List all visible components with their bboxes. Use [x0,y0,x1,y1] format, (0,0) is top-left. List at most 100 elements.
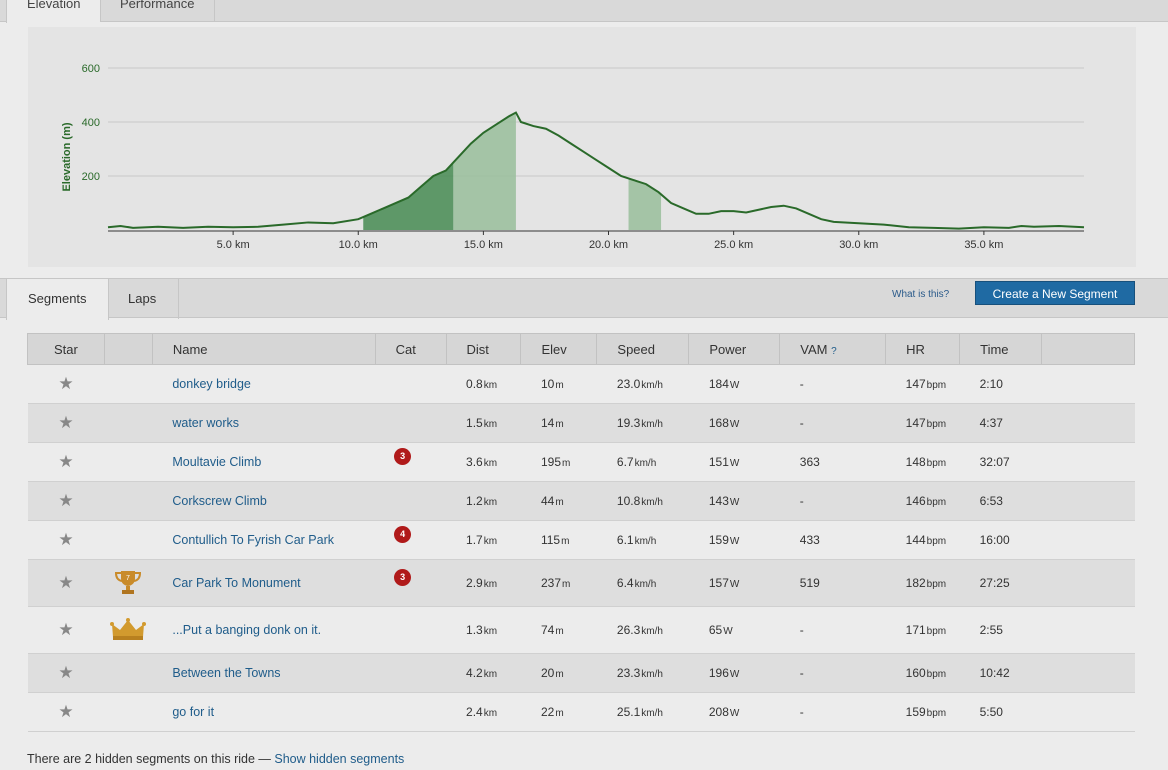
col-time[interactable]: Time [959,333,1043,365]
what-is-this-link[interactable]: What is this? [892,289,950,300]
col-speed[interactable]: Speed [596,333,690,365]
elev-value: 115 [540,533,561,547]
hr-value: 160 [905,666,926,680]
star-toggle[interactable]: ★ [27,520,105,560]
extra-cell [1041,364,1135,404]
x-tick-label: 25.0 km [714,239,753,251]
tab-elevation[interactable]: Elevation [6,0,102,23]
dist-value: 1.2 [466,494,483,508]
star-toggle[interactable]: ★ [27,403,105,443]
x-tick-label: 30.0 km [839,239,878,251]
table-row[interactable]: ★ Corkscrew Climb 1.2km 44m 10.8km/h 143W -146… [27,481,1135,521]
table-row[interactable]: ★ 7 Car Park To Monument 3 2.9km 237m 6.4km/… [27,559,1135,607]
power-value: 168 [708,416,729,430]
segment-name-link[interactable]: water works [172,416,240,430]
segment-name-link[interactable]: Contullich To Fyrish Car Park [172,533,334,547]
x-tick-label: 10.0 km [339,239,378,251]
elev-value: 20 [540,666,555,680]
table-row[interactable]: ★ go for it 2.4km 22m 25.1km/h 208W -159bpm 5:5… [27,692,1135,732]
speed-value: 10.8 [616,494,641,508]
time-cell: 10:42 [959,653,1042,693]
trophy-rank: 7 [126,575,130,582]
x-tick-label: 20.0 km [589,239,628,251]
star-toggle[interactable]: ★ [27,653,105,693]
create-segment-button[interactable]: Create a New Segment [975,281,1135,305]
extra-cell [1041,559,1135,607]
segment-name-link[interactable]: ...Put a banging donk on it. [172,623,322,637]
col-cat[interactable]: Cat [374,333,447,365]
star-toggle[interactable]: ★ [27,559,105,607]
cat-cell [375,403,447,443]
cat-cell [375,653,447,693]
table-row[interactable]: ★ ...Put a banging donk on it. 1.3km 74m 26… [27,606,1135,654]
dist-value: 0.8 [466,377,483,391]
segment-name-link[interactable]: Moultavie Climb [172,455,262,469]
table-row[interactable]: ★ Between the Towns 4.2km 20m 23.3km/h 196W -1… [27,653,1135,693]
speed-unit: km/h [634,579,657,590]
category-badge: 4 [394,525,412,543]
hr-cell: 160bpm [885,653,960,693]
cat-cell: 3 [375,559,447,607]
col-hr[interactable]: HR [885,333,961,365]
name-cell: Between the Towns [152,653,376,693]
speed-unit: km/h [641,708,663,719]
speed-unit: km/h [641,626,663,637]
segment-name-link[interactable]: Car Park To Monument [172,576,301,590]
table-row[interactable]: ★ Moultavie Climb 3 3.6km 195m 6.7km/h 151W 363… [27,442,1135,482]
hr-unit: bpm [926,497,947,508]
star-toggle[interactable]: ★ [27,692,105,732]
achievement-cell [104,520,153,560]
hr-cell: 171bpm [885,606,960,654]
segment-name-link[interactable]: go for it [172,705,215,719]
elevation-chart[interactable]: 200 400 600 Elevation (m) 5.0 km 10.0 km 15.0 … [8,22,1156,277]
hr-unit: bpm [926,380,947,391]
elev-unit: m [562,579,571,590]
time-cell: 32:07 [959,442,1042,482]
climb-highlight-area [628,178,662,230]
tab-segments[interactable]: Segments [6,279,109,320]
table-row[interactable]: ★ donkey bridge 0.8km 10m 23.0km/h 184W -147bp… [27,364,1135,404]
dist-value: 1.3 [466,623,483,637]
elev-cell: 237m [520,559,597,607]
col-elev[interactable]: Elev [520,333,598,365]
dist-unit: km [483,626,498,637]
speed-unit: km/h [634,536,657,547]
star-toggle[interactable]: ★ [27,442,105,482]
col-name[interactable]: Name [151,333,376,365]
dist-unit: km [483,419,498,430]
star-toggle[interactable]: ★ [27,481,105,521]
dist-unit: km [483,497,498,508]
dist-value: 1.5 [466,416,483,430]
star-toggle[interactable]: ★ [27,364,105,404]
col-power[interactable]: Power [688,333,781,365]
dist-unit: km [483,458,498,469]
speed-value: 23.3 [616,666,641,680]
speed-value: 6.1 [616,533,634,547]
dist-value: 2.4 [466,705,483,719]
col-star[interactable]: Star [27,333,105,365]
segment-name-link[interactable]: Corkscrew Climb [172,494,267,508]
dist-value: 1.7 [466,533,483,547]
dist-cell: 4.2km [446,653,521,693]
table-row[interactable]: ★ water works 1.5km 14m 19.3km/h 168W -147bpm 4… [27,403,1135,443]
tab-performance[interactable]: Performance [100,0,216,22]
climb-highlight-area [453,112,516,230]
table-row[interactable]: ★ Contullich To Fyrish Car Park 4 1.7km 115m… [27,520,1135,560]
power-cell: 151W [688,442,780,482]
cat-cell: 3 [375,442,447,482]
tab-laps[interactable]: Laps [106,279,180,319]
col-dist[interactable]: Dist [445,333,522,365]
star-toggle[interactable]: ★ [27,606,105,654]
speed-cell: 23.0km/h [596,364,689,404]
vam-cell: - [779,653,886,693]
cat-cell [375,606,447,654]
segment-name-link[interactable]: donkey bridge [172,377,251,391]
col-vam[interactable]: VAM ? [779,333,887,365]
vam-cell: - [779,364,886,404]
segment-name-link[interactable]: Between the Towns [172,666,281,680]
vam-help-icon[interactable]: ? [831,345,837,357]
show-hidden-link[interactable]: Show hidden segments [274,752,405,766]
col-extra [1041,333,1135,365]
hr-unit: bpm [926,419,947,430]
elev-cell: 14m [520,403,597,443]
